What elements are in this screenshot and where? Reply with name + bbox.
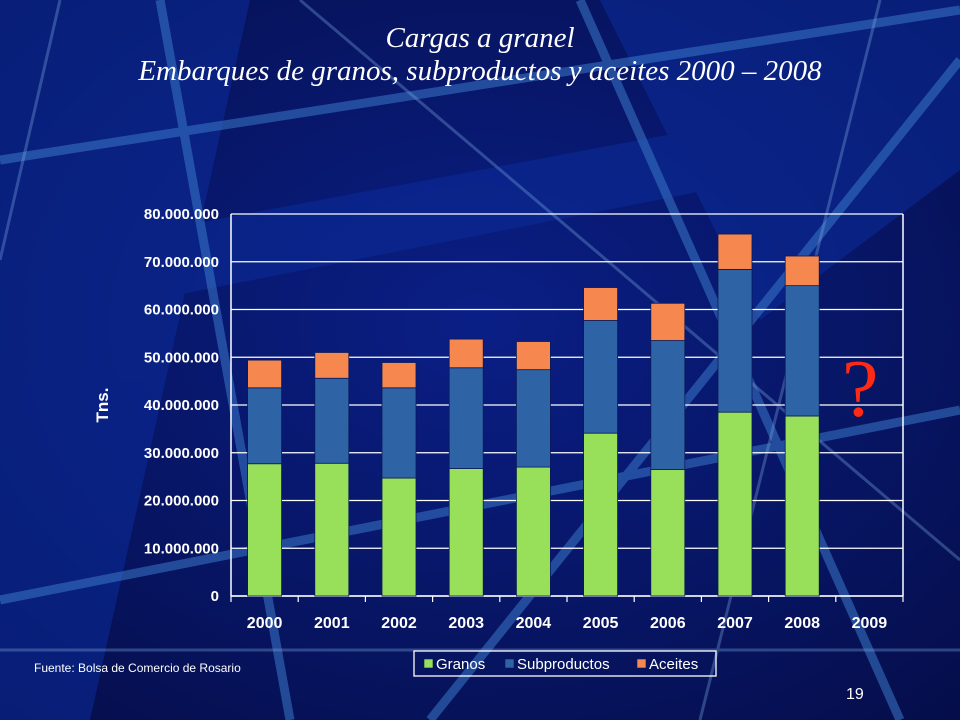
y-tick-label: 30.000.000 xyxy=(144,445,219,462)
bar-granos-2008 xyxy=(784,415,820,597)
y-tick-label: 0 xyxy=(211,588,219,605)
question-mark-annotation: ? xyxy=(842,343,879,434)
title-line-2: Embarques de granos, subproductos y acei… xyxy=(138,55,822,87)
bar-aceites-2005 xyxy=(583,287,618,321)
legend-swatch-subproductos xyxy=(504,658,515,669)
y-tick-label: 40.000.000 xyxy=(144,397,219,414)
bar-granos-2005 xyxy=(583,432,618,597)
bar-granos-2002 xyxy=(381,477,417,597)
bar-aceites-2007 xyxy=(717,233,753,270)
bar-subproductos-2000 xyxy=(247,387,283,465)
y-tick-label: 60.000.000 xyxy=(144,302,219,319)
bar-granos-2007 xyxy=(717,411,753,597)
legend-swatch-granos xyxy=(423,658,434,669)
bar-granos-2000 xyxy=(247,463,283,597)
x-tick-label: 2005 xyxy=(583,615,619,632)
y-tick-label: 20.000.000 xyxy=(144,493,219,510)
bar-subproductos-2002 xyxy=(381,387,417,479)
x-tick-label: 2007 xyxy=(717,615,753,632)
bar-granos-2001 xyxy=(314,462,350,597)
x-tick-label: 2003 xyxy=(448,615,484,632)
bar-subproductos-2007 xyxy=(717,268,753,413)
y-tick-label: 10.000.000 xyxy=(144,540,219,557)
bar-granos-2004 xyxy=(516,466,551,597)
bar-subproductos-2001 xyxy=(314,377,350,464)
y-tick-label: 50.000.000 xyxy=(144,349,219,366)
bar-granos-2006 xyxy=(650,469,686,597)
y-tick-label: 70.000.000 xyxy=(144,254,219,271)
bar-aceites-2001 xyxy=(314,352,350,379)
bar-subproductos-2008 xyxy=(784,285,820,417)
legend-label-aceites: Aceites xyxy=(649,656,698,673)
page-number: 19 xyxy=(846,686,864,703)
x-tick-label: 2008 xyxy=(784,615,820,632)
bar-aceites-2006 xyxy=(650,302,686,341)
title-line-1: Cargas a granel xyxy=(385,22,575,54)
bar-subproductos-2006 xyxy=(650,340,686,470)
legend-label-subproductos: Subproductos xyxy=(517,656,610,673)
slide-title: Cargas a granel Embarques de granos, sub… xyxy=(0,22,960,88)
bar-granos-2003 xyxy=(448,468,484,597)
y-tick-label: 80.000.000 xyxy=(144,206,219,223)
bar-aceites-2003 xyxy=(448,338,484,369)
bar-subproductos-2005 xyxy=(583,320,618,434)
source-note: Fuente: Bolsa de Comercio de Rosario xyxy=(34,661,241,675)
bar-aceites-2000 xyxy=(247,359,283,389)
x-tick-label: 2001 xyxy=(314,615,350,632)
x-tick-label: 2004 xyxy=(516,615,552,632)
x-tick-label: 2002 xyxy=(381,615,417,632)
bar-subproductos-2004 xyxy=(516,369,551,468)
bar-aceites-2004 xyxy=(516,341,551,371)
x-tick-label: 2009 xyxy=(852,615,888,632)
bar-aceites-2002 xyxy=(381,362,417,389)
legend-swatch-aceites xyxy=(636,658,647,669)
legend-box xyxy=(413,650,717,677)
x-tick-label: 2006 xyxy=(650,615,686,632)
bar-aceites-2008 xyxy=(784,255,820,287)
legend-label-granos: Granos xyxy=(436,656,485,673)
bar-subproductos-2003 xyxy=(448,367,484,469)
x-tick-label: 2000 xyxy=(247,615,283,632)
y-axis-label: Tns. xyxy=(93,388,112,423)
